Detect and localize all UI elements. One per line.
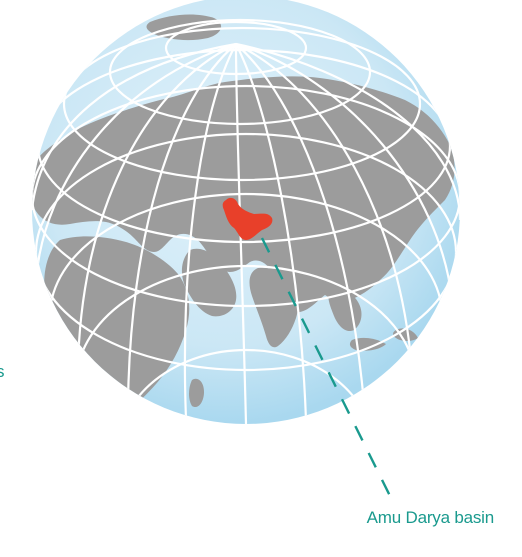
callout-leader-line xyxy=(260,237,394,501)
graticule-lines xyxy=(32,18,460,424)
amu-darya-basin-label: Amu Darya basin xyxy=(366,508,495,527)
cropped-edge-label: s xyxy=(0,362,5,381)
amu-darya-basin-region xyxy=(222,197,273,240)
